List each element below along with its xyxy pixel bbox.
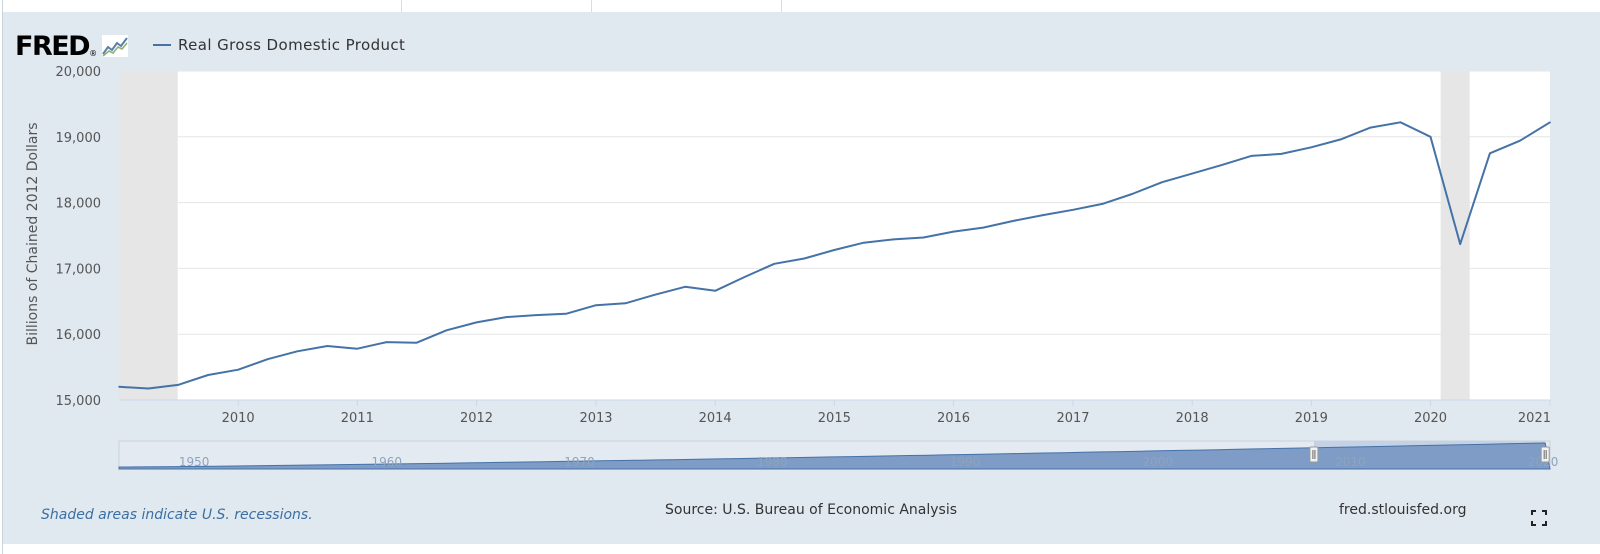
navigator-tick-label: 1970 bbox=[564, 455, 595, 469]
data-point bbox=[565, 313, 567, 315]
line-chart-icon bbox=[102, 35, 129, 57]
x-tick-label: 2012 bbox=[460, 411, 493, 426]
data-point bbox=[803, 257, 806, 260]
legend-series-label: Real Gross Domestic Product bbox=[178, 36, 406, 54]
data-point bbox=[118, 386, 120, 388]
y-tick-label: 19,000 bbox=[56, 131, 102, 146]
x-tick-label: 2013 bbox=[579, 411, 612, 426]
data-point bbox=[684, 286, 686, 288]
data-point bbox=[595, 304, 597, 307]
data-point bbox=[1072, 209, 1074, 211]
data-point bbox=[833, 249, 836, 251]
y-tick-label: 18,000 bbox=[56, 197, 102, 212]
data-point bbox=[1459, 243, 1462, 245]
data-point bbox=[326, 345, 329, 347]
x-tick-label: 2017 bbox=[1056, 411, 1089, 426]
fullscreen-icon[interactable] bbox=[1531, 510, 1547, 526]
toolbar-divider bbox=[591, 0, 592, 12]
x-tick-label: 2010 bbox=[222, 411, 255, 426]
navigator-left-handle[interactable] bbox=[1309, 446, 1319, 463]
navigator-tick-label: 1980 bbox=[757, 455, 788, 469]
fred-logo-text: FRED bbox=[15, 30, 91, 62]
data-point bbox=[1101, 203, 1104, 205]
y-tick-label: 17,000 bbox=[56, 262, 102, 277]
plot-area bbox=[119, 71, 1550, 400]
data-point bbox=[892, 238, 895, 241]
site-url[interactable]: fred.stlouisfed.org bbox=[1339, 502, 1467, 518]
navigator-tick-label: 1990 bbox=[950, 455, 981, 469]
y-tick-label: 16,000 bbox=[56, 328, 102, 343]
data-point bbox=[1131, 193, 1133, 195]
data-point bbox=[385, 341, 388, 343]
data-point bbox=[177, 384, 179, 386]
fred-logo-registered-mark: ® bbox=[89, 49, 98, 58]
data-point bbox=[714, 289, 716, 292]
data-point bbox=[266, 358, 269, 361]
data-point bbox=[475, 321, 478, 324]
data-point bbox=[1161, 181, 1163, 184]
recession-band bbox=[1440, 71, 1470, 400]
y-axis-label: Billions of Chained 2012 Dollars bbox=[25, 122, 41, 345]
x-tick-label: 2016 bbox=[937, 411, 970, 426]
navigator-overview-area bbox=[118, 442, 1551, 470]
y-tick-label: 20,000 bbox=[56, 65, 102, 80]
data-point bbox=[1012, 220, 1014, 222]
data-point bbox=[356, 347, 359, 350]
data-point bbox=[773, 262, 776, 265]
navigator-tick-label: 1960 bbox=[372, 455, 403, 469]
data-point bbox=[862, 241, 865, 244]
navigator-tick-label: 2010 bbox=[1335, 455, 1366, 469]
data-point bbox=[1339, 138, 1342, 141]
x-tick-label: 2014 bbox=[699, 411, 732, 426]
data-point bbox=[237, 368, 239, 371]
data-point bbox=[1549, 121, 1551, 124]
line-chart: 15,000 16,000 17,000 18,000 19,000 20,000 201… bbox=[25, 65, 1558, 470]
data-point bbox=[1399, 121, 1402, 124]
top-toolbar-strip bbox=[3, 0, 1600, 12]
legend-series-swatch bbox=[153, 44, 171, 46]
data-point bbox=[1280, 153, 1283, 155]
data-point bbox=[415, 341, 418, 344]
navigator-tick-label: 2000 bbox=[1142, 455, 1173, 469]
data-point bbox=[296, 350, 299, 353]
data-point bbox=[654, 293, 656, 296]
x-tick-label: 2018 bbox=[1176, 411, 1209, 426]
data-point bbox=[743, 276, 746, 278]
data-point bbox=[1489, 152, 1491, 155]
data-point bbox=[1220, 164, 1223, 166]
recession-band bbox=[119, 71, 178, 400]
toolbar-divider bbox=[781, 0, 782, 12]
navigator-right-handle[interactable] bbox=[1540, 446, 1550, 463]
fred-logo[interactable]: FRED ® bbox=[15, 28, 129, 64]
data-point bbox=[147, 387, 150, 390]
x-tick-label: 2020 bbox=[1414, 411, 1447, 426]
data-point bbox=[535, 314, 537, 316]
recession-note: Shaded areas indicate U.S. recessions. bbox=[41, 507, 313, 523]
data-point bbox=[922, 236, 925, 239]
data-point bbox=[1310, 146, 1313, 149]
graph-panel: FRED ® Real Gross Domestic Product 15,000… bbox=[3, 12, 1600, 544]
data-point bbox=[952, 230, 955, 233]
x-tick-label: 2019 bbox=[1295, 411, 1328, 426]
data-point bbox=[624, 302, 627, 305]
y-tick-label: 15,000 bbox=[56, 394, 102, 409]
data-point bbox=[445, 329, 448, 332]
data-point bbox=[1250, 155, 1253, 157]
toolbar-divider bbox=[401, 0, 402, 12]
x-tick-label: 2011 bbox=[341, 411, 374, 426]
x-tick-label: 2021 bbox=[1518, 411, 1551, 426]
chart-legend: Real Gross Domestic Product bbox=[153, 36, 405, 54]
x-tick-label: 2015 bbox=[818, 411, 851, 426]
data-point bbox=[982, 226, 985, 229]
data-point bbox=[207, 374, 209, 376]
data-point bbox=[1519, 139, 1521, 142]
data-point bbox=[1369, 126, 1372, 129]
data-point bbox=[1429, 136, 1432, 138]
data-point bbox=[1191, 172, 1193, 175]
source-credit: Source: U.S. Bureau of Economic Analysis bbox=[665, 502, 958, 518]
data-point bbox=[505, 316, 508, 318]
data-point bbox=[1042, 214, 1044, 216]
navigator-tick-label: 1950 bbox=[179, 455, 210, 469]
